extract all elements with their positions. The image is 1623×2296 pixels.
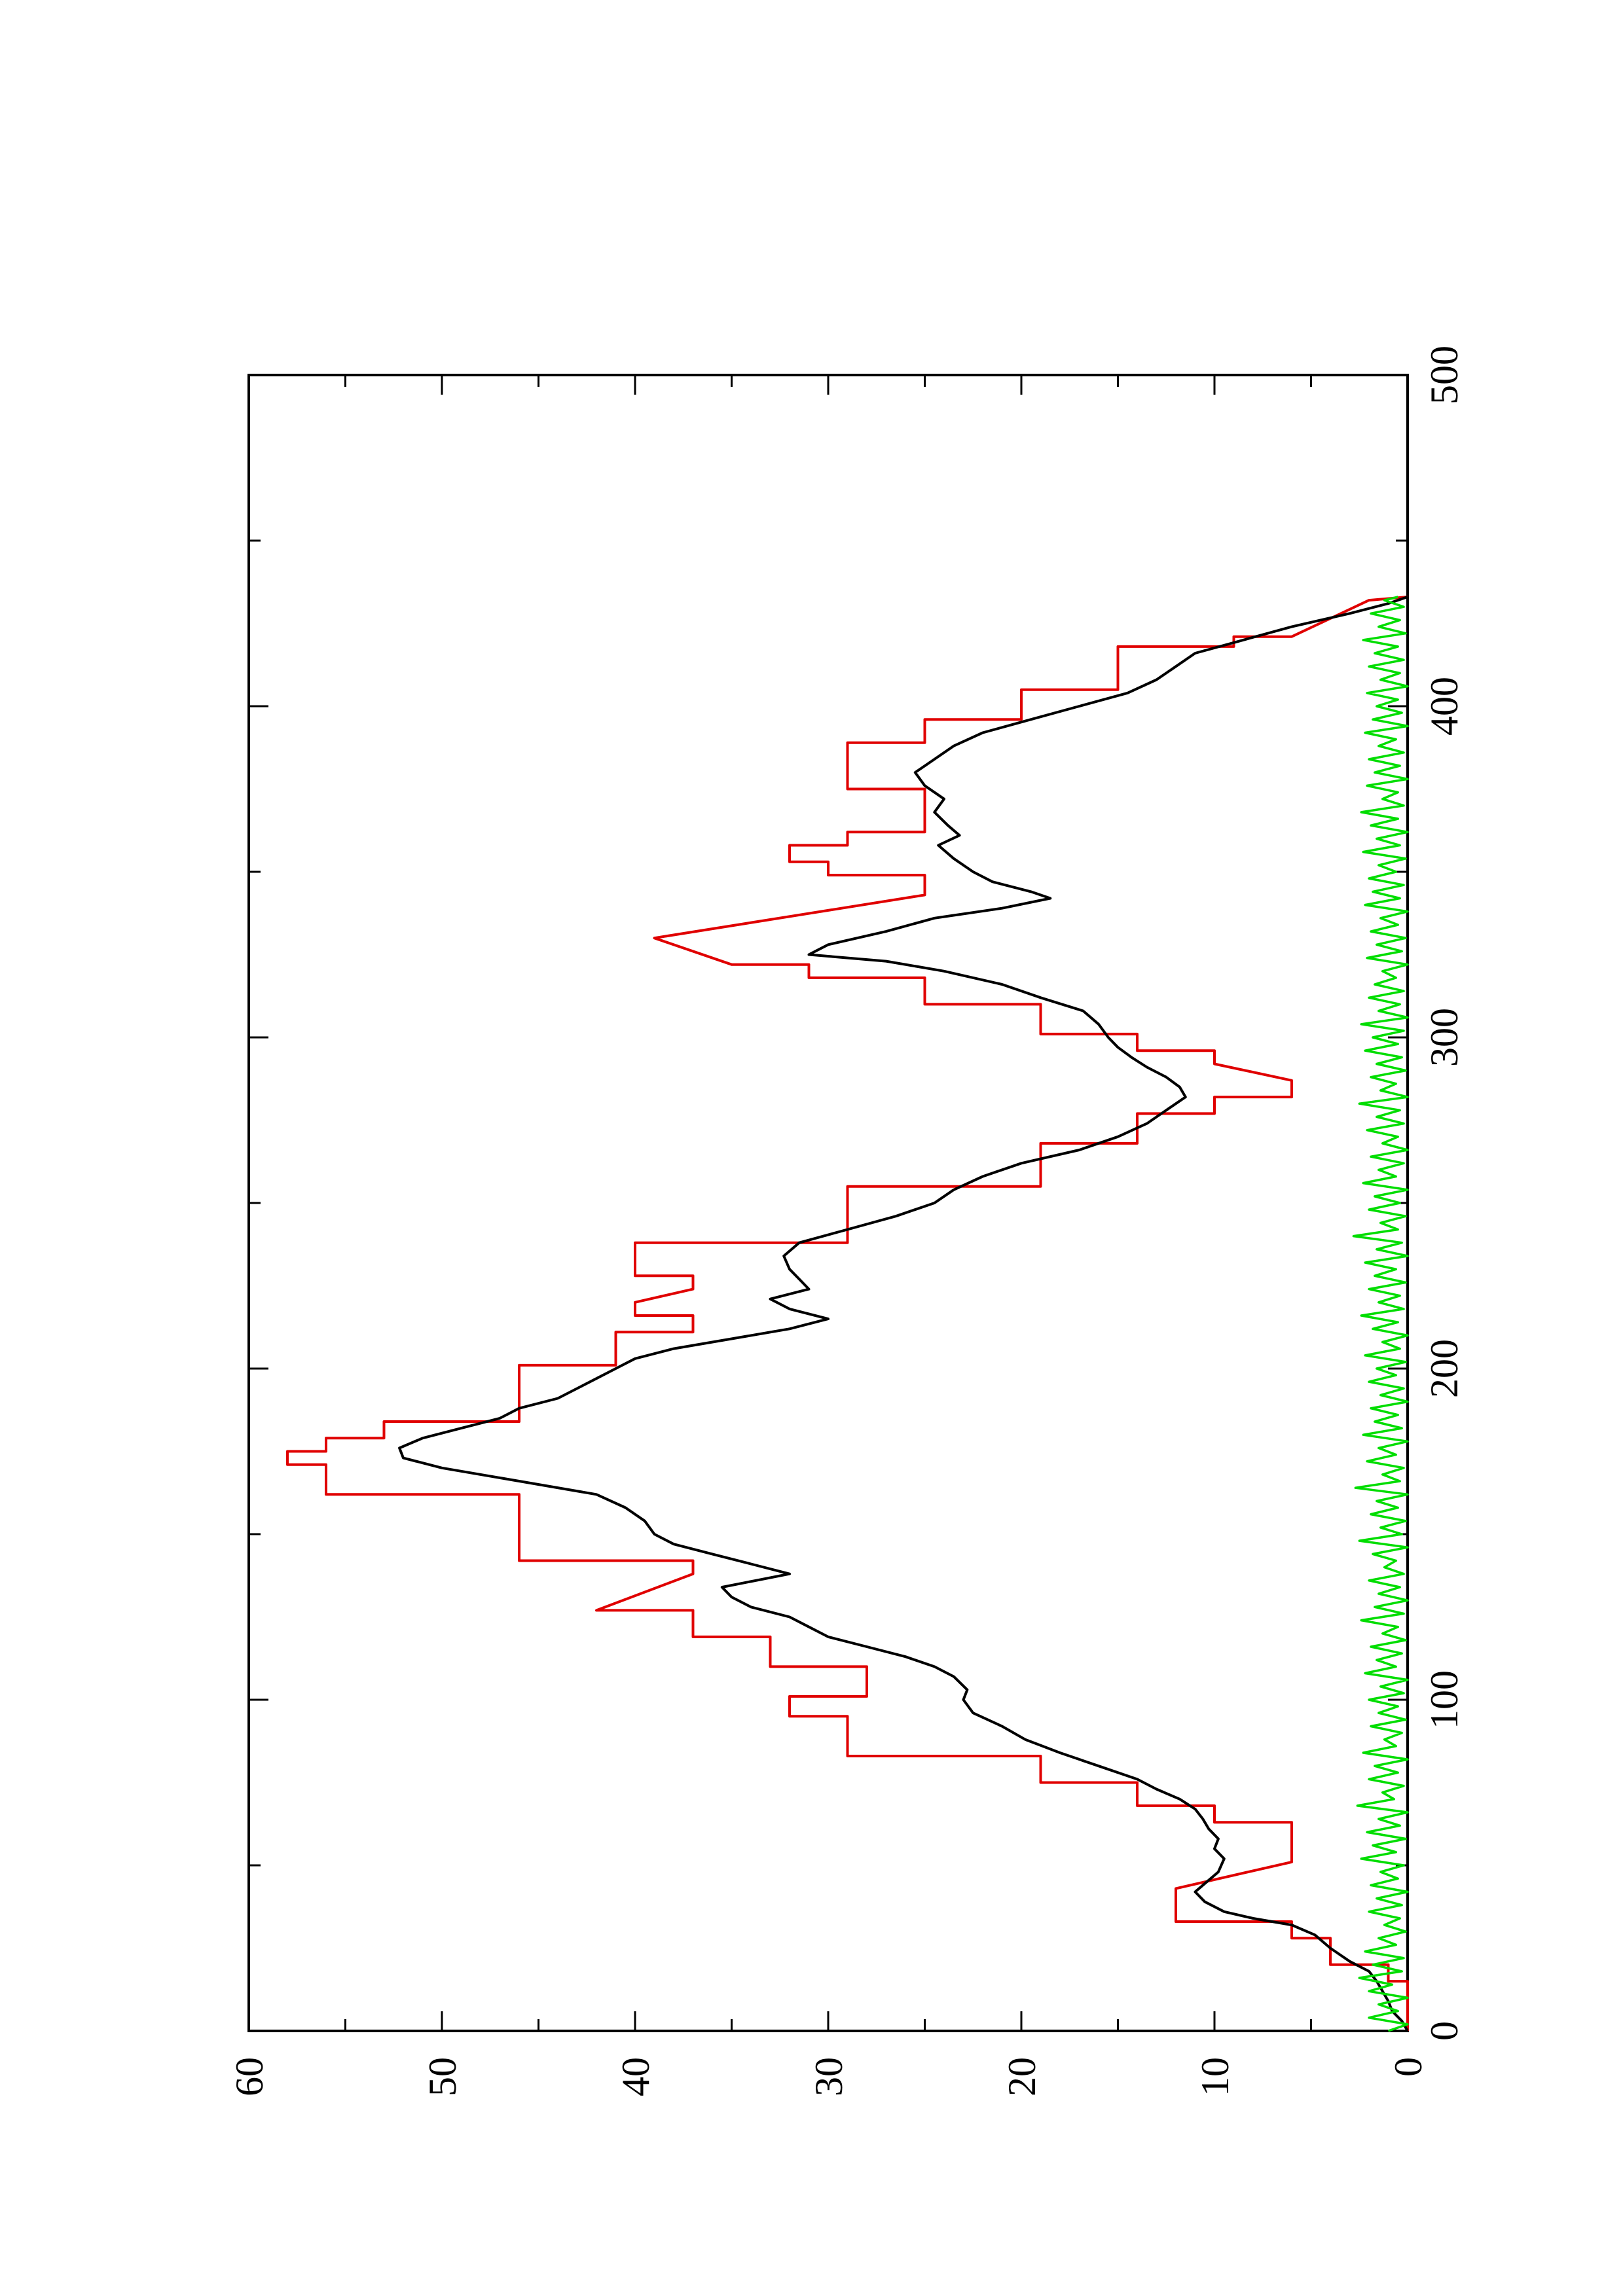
y-tick-label: 0 [1387, 2057, 1430, 2077]
x-tick-label: 500 [1423, 346, 1466, 404]
y-tick-label: 50 [421, 2057, 464, 2096]
y-tick-label: 40 [614, 2057, 657, 2096]
x-tick-label: 300 [1423, 1008, 1466, 1067]
series-layer [286, 596, 1409, 2032]
series-line-3 [1352, 596, 1409, 2032]
y-tick-label: 10 [1194, 2057, 1237, 2096]
y-tick-label: 20 [1000, 2057, 1044, 2096]
series-line-1 [286, 596, 1409, 2031]
y-axis-tick-labels: 0 10 20 30 40 50 60 [228, 2057, 1430, 2096]
x-tick-label: 100 [1423, 1670, 1466, 1729]
x-tick-label: 0 [1423, 2021, 1466, 2041]
y-tick-label: 30 [807, 2057, 850, 2096]
x-axis-tick-labels: 0 100 200 300 400 500 [1423, 346, 1466, 2041]
series-line-2 [398, 596, 1409, 2032]
plot-frame [247, 374, 1409, 2032]
x-tick-label: 200 [1423, 1339, 1466, 1398]
x-tick-label: 400 [1423, 677, 1466, 736]
axis-ticks [247, 374, 1409, 2032]
y-tick-label: 60 [228, 2057, 271, 2096]
plot-area [247, 374, 1409, 2032]
